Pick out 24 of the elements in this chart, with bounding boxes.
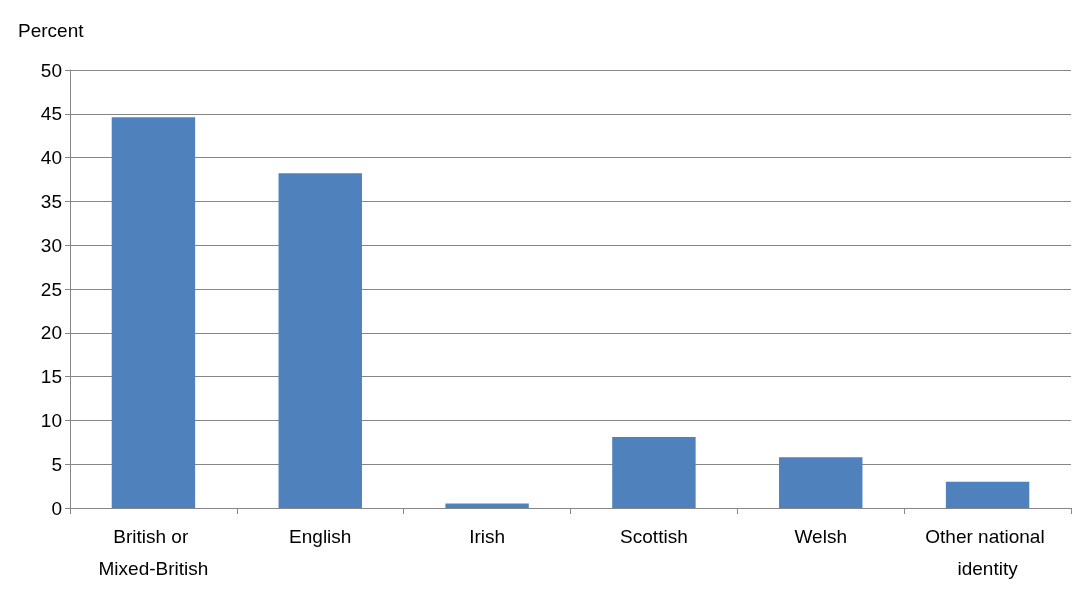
y-tick-label: 35 [40,190,62,212]
y-tick-label: 50 [40,59,62,81]
bar [945,481,1030,508]
y-tick-label: 30 [40,234,62,256]
x-tick-label: Irish [469,525,506,547]
y-tick-label: 45 [40,103,62,125]
bar [278,173,362,508]
y-tick-label: 25 [40,278,62,300]
y-tick-label: 10 [40,409,62,431]
x-tick-label: Welsh [794,525,847,547]
bar [111,117,196,508]
x-tick-label: English [289,525,352,547]
y-tick-label: 0 [51,497,62,519]
y-tick-label: 15 [40,366,62,388]
bar [612,437,696,508]
bar [445,503,529,508]
x-tick-label: Other national identity [925,525,1050,579]
y-tick-label: 5 [51,453,62,475]
bar [779,457,863,508]
y-tick-label: 40 [40,147,62,169]
x-tick-label: British or Mixed-British [98,525,209,579]
y-tick-label: 20 [40,322,62,344]
y-axis-title: Percent [18,20,85,41]
x-tick-label: Scottish [620,525,688,547]
